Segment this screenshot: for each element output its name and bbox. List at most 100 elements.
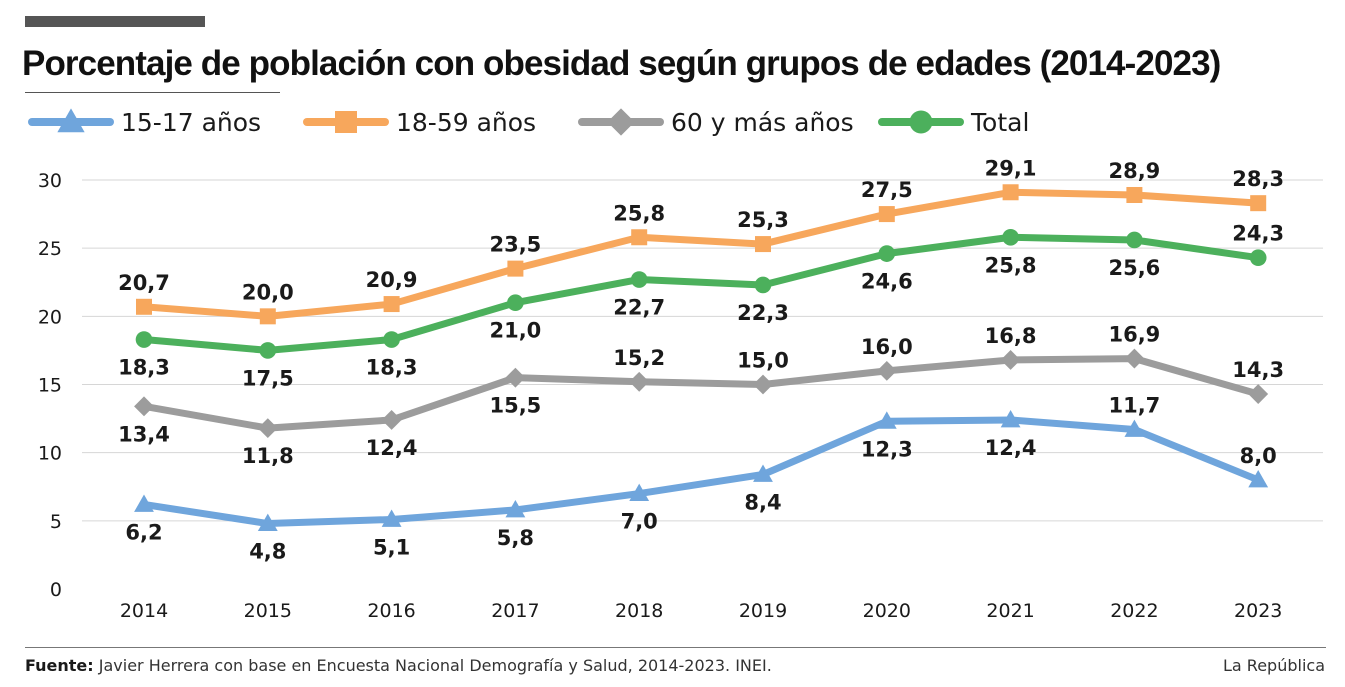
data-label: 15,0	[737, 349, 789, 373]
y-tick-label: 15	[38, 375, 62, 397]
data-label: 5,1	[373, 535, 410, 559]
data-label: 5,8	[497, 526, 534, 550]
data-label: 23,5	[489, 233, 541, 257]
data-point	[1124, 348, 1145, 369]
legend-label: 15-17 años	[121, 108, 261, 137]
data-label: 13,4	[118, 422, 170, 446]
data-label: 22,7	[613, 296, 665, 320]
data-label: 25,6	[1108, 256, 1160, 280]
legend-item-15-17-anos: 15-17 años	[28, 108, 261, 137]
data-point	[1248, 470, 1269, 488]
legend-item-60-y-mas-anos: 60 y más años	[578, 108, 854, 137]
data-point	[1000, 350, 1021, 370]
source-label: Fuente:	[25, 656, 94, 675]
data-point	[878, 206, 895, 223]
data-point	[876, 411, 897, 429]
data-label: 20,7	[118, 271, 170, 295]
series-18-59-anos	[136, 184, 1267, 325]
y-tick-label: 10	[38, 443, 62, 465]
series-line-60-y-mas-anos	[140, 355, 1262, 432]
data-point	[505, 500, 526, 518]
data-label: 22,3	[737, 301, 789, 325]
data-point	[755, 236, 771, 253]
data-point	[1126, 231, 1143, 249]
legend-marker	[57, 108, 85, 133]
x-axis: 2014 2015 2016 2017 2018 2019 2020 2021 2022 2023	[120, 600, 1283, 622]
data-label: 27,5	[861, 178, 913, 202]
y-tick-label: 20	[38, 306, 62, 328]
data-label: 28,3	[1232, 167, 1284, 191]
data-label: 16,8	[985, 324, 1037, 348]
data-point	[134, 494, 154, 512]
x-tick-label: 2020	[863, 600, 911, 622]
data-label: 12,3	[861, 437, 913, 461]
data-label: 25,8	[613, 201, 665, 225]
legend-marker	[909, 110, 933, 134]
data-point	[1002, 228, 1019, 246]
data-label: 20,9	[366, 268, 418, 292]
legend-marker	[607, 108, 635, 136]
data-label: 16,9	[1108, 323, 1160, 347]
data-label: 24,6	[861, 270, 913, 294]
legend-label: 60 y más años	[671, 108, 854, 137]
data-label: 28,9	[1108, 159, 1160, 183]
x-tick-label: 2018	[615, 600, 663, 622]
data-point	[1126, 186, 1143, 203]
data-point	[1124, 419, 1145, 437]
data-point	[629, 371, 650, 392]
series-line-18-59-anos	[140, 188, 1262, 320]
footer-divider	[25, 647, 1326, 648]
data-point	[1002, 184, 1019, 201]
data-label: 6,2	[125, 520, 162, 544]
data-point	[878, 245, 896, 262]
data-point	[631, 229, 648, 246]
y-axis: 0 5 10 15 20 25 30	[38, 170, 62, 601]
data-label: 11,7	[1108, 393, 1160, 417]
data-point	[876, 360, 897, 381]
data-label: 8,0	[1240, 444, 1277, 468]
data-point	[381, 410, 402, 430]
data-label: 17,5	[242, 366, 294, 390]
data-label: 4,8	[249, 540, 286, 564]
data-point	[505, 367, 526, 388]
data-point	[507, 294, 524, 312]
x-tick-label: 2019	[739, 600, 787, 622]
series-60-y-mas-anos	[134, 348, 1269, 439]
data-label: 18,3	[118, 356, 170, 380]
x-tick-label: 2023	[1234, 600, 1282, 622]
x-tick-label: 2014	[120, 600, 168, 622]
data-point	[381, 509, 402, 527]
data-label: 8,4	[744, 490, 781, 514]
data-labels: 6,2 4,8 5,1 5,8 7,0 8,4 12,3 12,4 11,7 8,0 20,7 20,…	[118, 156, 1284, 563]
data-label: 15,2	[613, 346, 665, 370]
x-tick-label: 2016	[367, 600, 415, 622]
series-total	[135, 228, 1267, 359]
data-label: 21,0	[489, 319, 541, 343]
series-line-total	[140, 233, 1262, 354]
data-label: 11,8	[242, 444, 294, 468]
data-point	[1249, 249, 1267, 267]
data-label: 12,4	[366, 436, 418, 460]
data-point	[1250, 195, 1267, 212]
data-point	[753, 374, 773, 395]
source-text: Javier Herrera con base en Encuesta Naci…	[93, 656, 772, 675]
y-tick-label: 0	[50, 579, 62, 601]
data-label: 18,3	[366, 356, 418, 380]
data-label: 20,0	[242, 280, 294, 304]
data-point	[1248, 384, 1269, 404]
data-point	[257, 513, 278, 531]
data-label: 25,3	[737, 208, 789, 232]
title-divider	[25, 92, 280, 93]
data-label: 14,3	[1232, 358, 1284, 382]
data-point	[630, 271, 648, 288]
data-point	[383, 331, 400, 348]
line-chart: 15-17 años 18-59 años 60 y más años Total 0…	[28, 108, 1323, 622]
data-point	[135, 331, 153, 348]
data-point	[383, 296, 400, 313]
publisher-credit: La República	[1223, 656, 1325, 675]
data-point	[259, 342, 277, 359]
series-15-17-anos	[134, 410, 1269, 531]
legend-item-18-59-anos: 18-59 años	[303, 108, 536, 137]
data-label: 16,0	[861, 335, 913, 359]
y-tick-label: 25	[38, 238, 62, 260]
